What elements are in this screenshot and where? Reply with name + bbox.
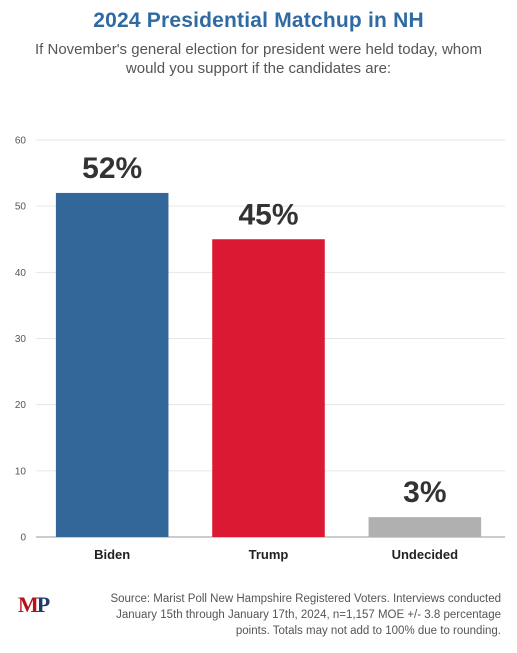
data-label: 45% [238, 198, 298, 231]
category-label: Trump [249, 547, 289, 562]
y-tick-label: 0 [20, 533, 26, 544]
y-tick-label: 60 [15, 136, 27, 147]
y-tick-label: 10 [15, 466, 27, 477]
y-tick-label: 50 [15, 202, 27, 213]
data-label: 3% [403, 476, 446, 509]
chart-subtitle: If November's general election for presi… [35, 41, 482, 77]
y-tick-label: 20 [15, 400, 27, 411]
data-label: 52% [82, 152, 142, 185]
logo-letter-m: M [18, 592, 39, 617]
chart-title: 2024 Presidential Matchup in NH [93, 9, 424, 32]
category-label: Undecided [392, 547, 459, 562]
bar-biden [55, 192, 169, 537]
y-tick-label: 40 [15, 268, 27, 279]
marist-poll-logo: MP [18, 592, 51, 618]
y-tick-label: 30 [15, 334, 27, 345]
bar-trump [212, 239, 325, 537]
category-label: Biden [94, 547, 130, 562]
bar-undecided [368, 517, 482, 537]
bar-chart: 0 10 20 30 40 50 60 52% Biden 45% Trump 3% Undecided [15, 136, 505, 562]
source-note: Source: Marist Poll New Hampshire Regist… [110, 593, 501, 637]
logo-letter-p: P [36, 592, 51, 617]
